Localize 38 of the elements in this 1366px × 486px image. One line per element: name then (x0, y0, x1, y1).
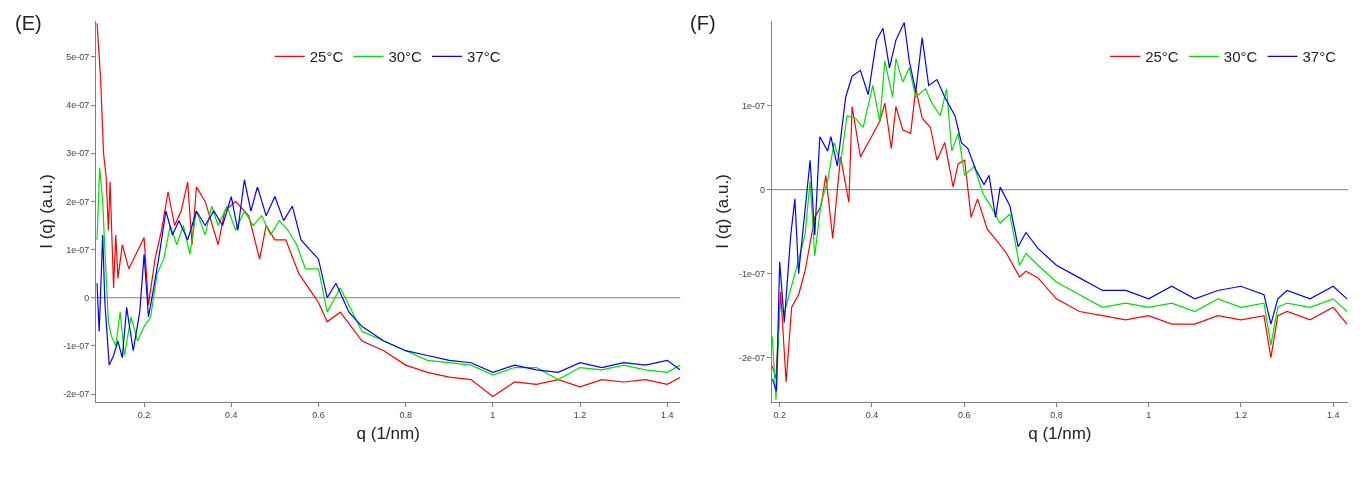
y-tick-label: 0 (760, 184, 766, 195)
x-tick-label: 1 (1146, 410, 1152, 421)
y-tick-label: -2e-07 (63, 389, 90, 400)
y-tick-label: 5e-07 (66, 52, 90, 63)
y-tick-label: -2e-07 (739, 352, 766, 363)
y-tick-label: 0 (84, 292, 90, 303)
x-axis-title: q (1/nm) (1028, 424, 1092, 444)
x-tick-label: 0.8 (399, 410, 412, 421)
legend-label: 30°C (388, 48, 423, 66)
x-tick-label: 0.4 (865, 410, 879, 421)
x-tick-label: 1 (490, 410, 496, 421)
x-tick-label: 0.4 (225, 410, 238, 421)
chart-title: (F) (690, 12, 716, 34)
chart-title: (E) (15, 12, 42, 34)
legend-label: 37°C (1302, 48, 1337, 66)
legend-label: 25°C (309, 48, 344, 66)
x-tick-label: 1.2 (1234, 410, 1248, 421)
x-tick-label: 0.6 (312, 410, 325, 421)
y-axis-title: I (q) (a.u.) (712, 174, 732, 249)
y-tick-label: 1e-07 (742, 100, 766, 111)
y-tick-label: -1e-07 (63, 341, 90, 352)
x-tick-label: 0.6 (957, 410, 971, 421)
x-tick-label: 0.2 (773, 410, 786, 421)
x-tick-label: 0.2 (137, 410, 151, 421)
x-tick-label: 1.4 (1326, 410, 1340, 421)
x-tick-label: 0.8 (1050, 410, 1063, 421)
x-tick-label: 1.4 (660, 410, 674, 421)
x-axis-title: q (1/nm) (356, 424, 420, 444)
y-tick-label: 4e-07 (66, 100, 90, 111)
legend-label: 25°C (1145, 48, 1179, 66)
y-axis-title: I (q) (a.u.) (36, 174, 56, 249)
legend-label: 37°C (467, 48, 501, 66)
y-tick-label: 1e-07 (66, 244, 90, 255)
y-tick-label: 3e-07 (66, 148, 90, 159)
legend-label: 30°C (1223, 48, 1258, 66)
x-tick-label: 1.2 (573, 410, 587, 421)
y-tick-label: -1e-07 (739, 268, 766, 279)
y-tick-label: 2e-07 (66, 196, 90, 207)
